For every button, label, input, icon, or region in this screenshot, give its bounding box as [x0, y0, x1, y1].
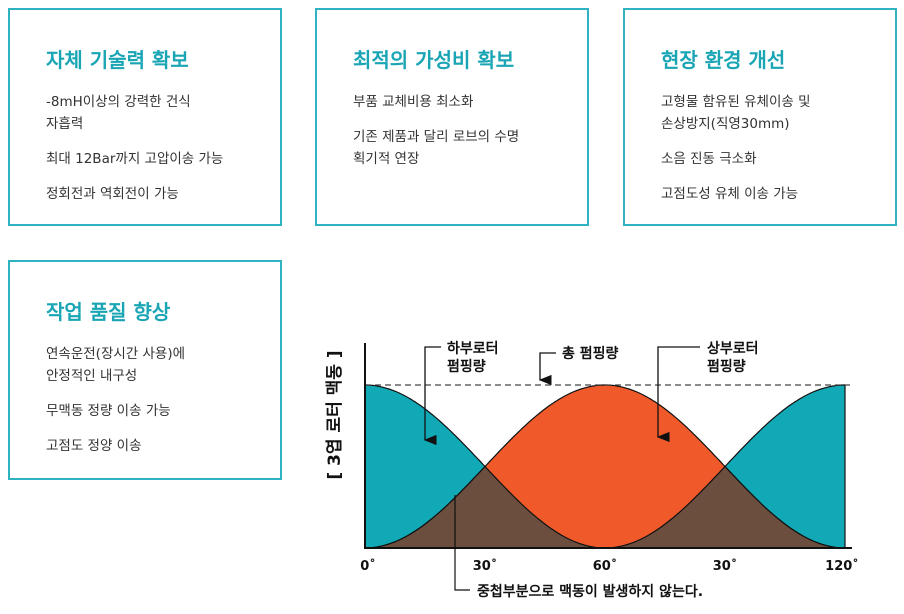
x-label: 0˚ [360, 558, 376, 574]
card-item: 연속운전(장시간 사용)에 안정적인 내구성 [46, 346, 186, 384]
lower-label: 펌핑량 [447, 358, 486, 375]
x-label: 30˚ [473, 558, 498, 574]
y-label: [ 3엽 로터 맥동 ] [325, 350, 345, 479]
arrow [656, 346, 700, 443]
card-item: 소음 진동 극소화 [661, 151, 757, 167]
lower-label: 하부로터 [447, 340, 499, 357]
card-item: -8mH이상의 강력한 건식 자흡력 [46, 94, 191, 132]
card-item: 고점도 정양 이송 [46, 438, 142, 454]
card-item: 기존 제품과 달리 로브의 수명 획기적 연장 [353, 129, 520, 167]
card-item: 부품 교체비용 최소화 [353, 94, 474, 110]
arrow [423, 346, 441, 446]
card-title: 작업 품질 향상 [46, 300, 171, 324]
card-item: 무맥동 정량 이송 가능 [46, 403, 171, 419]
total-label: 총 펌핑량 [562, 345, 619, 362]
x-label: 60˚ [593, 558, 618, 574]
card-title: 최적의 가성비 확보 [353, 48, 515, 72]
upper-label: 상부로터 [707, 341, 759, 357]
card-item: 최대 12Bar까지 고압이송 가능 [46, 151, 224, 167]
note: 중첩부분으로 맥동이 발생하지 않는다. [477, 583, 703, 600]
note-line [454, 495, 470, 591]
card-item: 정회전과 역회전이 가능 [46, 186, 179, 202]
upper-label: 펌핑량 [707, 358, 746, 375]
card-title: 현장 환경 개선 [661, 48, 786, 72]
x-label: 120˚ [825, 558, 859, 574]
arrow [538, 352, 556, 386]
card-title: 자체 기술력 확보 [46, 48, 189, 72]
card-item: 고형물 함유된 유체이송 및 손상방지(직영30mm) [661, 94, 811, 132]
card-item: 고점도성 유체 이송 가능 [661, 186, 799, 202]
x-label: 30˚ [713, 558, 738, 574]
